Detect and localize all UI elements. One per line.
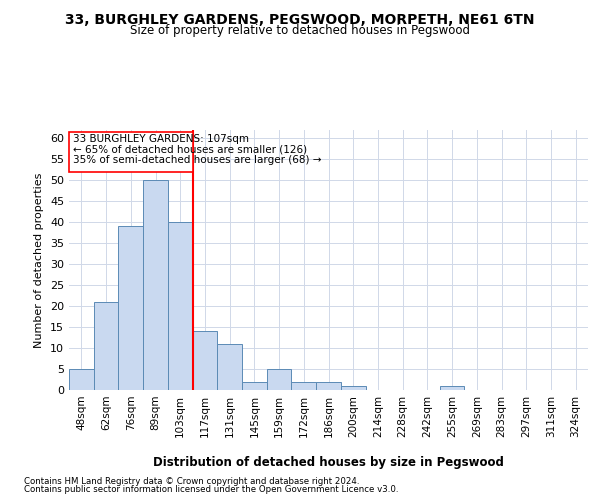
Bar [193, 332, 217, 390]
Text: Distribution of detached houses by size in Pegswood: Distribution of detached houses by size … [154, 456, 504, 469]
Text: Size of property relative to detached houses in Pegswood: Size of property relative to detached ho… [130, 24, 470, 37]
Bar [69, 132, 193, 172]
Bar [267, 369, 292, 390]
Bar [168, 222, 193, 390]
Bar [292, 382, 316, 390]
Text: Contains HM Land Registry data © Crown copyright and database right 2024.: Contains HM Land Registry data © Crown c… [24, 476, 359, 486]
Y-axis label: Number of detached properties: Number of detached properties [34, 172, 44, 348]
Bar [242, 382, 267, 390]
Bar [143, 180, 168, 390]
Text: 33, BURGHLEY GARDENS, PEGSWOOD, MORPETH, NE61 6TN: 33, BURGHLEY GARDENS, PEGSWOOD, MORPETH,… [65, 12, 535, 26]
Text: 33 BURGHLEY GARDENS: 107sqm: 33 BURGHLEY GARDENS: 107sqm [73, 134, 249, 144]
Bar [94, 302, 118, 390]
Bar [118, 226, 143, 390]
Bar [440, 386, 464, 390]
Bar [217, 344, 242, 390]
Bar [69, 369, 94, 390]
Bar [341, 386, 365, 390]
Text: 35% of semi-detached houses are larger (68) →: 35% of semi-detached houses are larger (… [73, 155, 321, 165]
Text: Contains public sector information licensed under the Open Government Licence v3: Contains public sector information licen… [24, 486, 398, 494]
Text: ← 65% of detached houses are smaller (126): ← 65% of detached houses are smaller (12… [73, 144, 307, 154]
Bar [316, 382, 341, 390]
